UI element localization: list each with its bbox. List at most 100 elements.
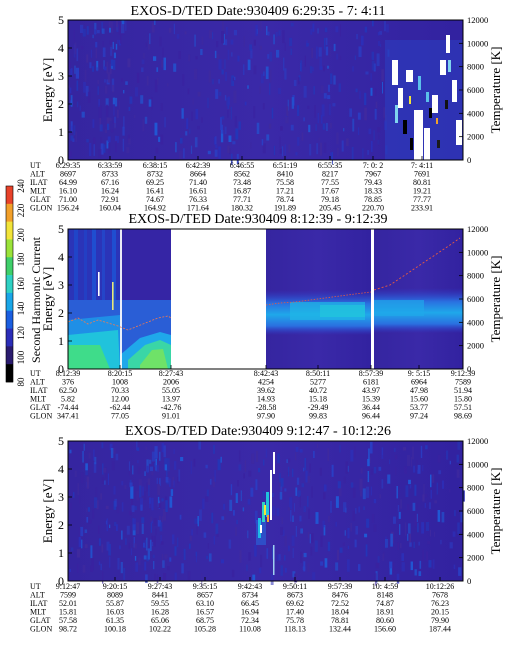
spectrum-pixel xyxy=(305,470,308,483)
orbit-value: 6:33:59 xyxy=(98,161,122,170)
spectrum-pixel xyxy=(427,541,431,545)
orbit-value: 15.60 xyxy=(410,395,428,404)
spectrum-pixel xyxy=(235,527,237,536)
spectrum-pixel xyxy=(74,65,76,74)
spectrum-pixel xyxy=(86,508,88,513)
spectrum-pixel xyxy=(267,31,270,36)
spectrum-pixel xyxy=(144,471,146,476)
y-tick-label: 1 xyxy=(58,334,64,348)
spectrum-pixel xyxy=(335,26,339,33)
spectrum-pixel xyxy=(80,45,84,50)
spectrum-pixel xyxy=(414,514,418,527)
spectrum-pixel xyxy=(143,53,145,59)
orbit-value: 97.90 xyxy=(257,412,275,421)
spectrum-pixel xyxy=(254,544,257,557)
spectrum-pixel xyxy=(402,447,406,451)
spectrum-pixel xyxy=(212,32,214,40)
y-tick-label: 0 xyxy=(58,574,64,588)
spectrum-pixel xyxy=(432,559,435,569)
spectrum-pixel xyxy=(162,560,165,568)
spectrum-pixel xyxy=(295,487,298,496)
spectrum-pixel xyxy=(143,491,147,500)
orbit-row-label: ILAT xyxy=(30,599,47,608)
spectrum-pixel xyxy=(317,28,319,34)
orbit-value: 73.48 xyxy=(233,178,251,187)
spectrum-pixel xyxy=(324,38,326,50)
spectrum-pixel xyxy=(196,523,198,535)
orbit-value: -29.49 xyxy=(308,403,329,412)
spectrum-pixel xyxy=(279,491,283,500)
spectrum-pixel xyxy=(221,31,225,44)
spectrum-pixel xyxy=(206,489,209,497)
spectrum-pixel xyxy=(425,522,430,531)
spectrum-pixel xyxy=(432,474,435,483)
spectrum-pixel xyxy=(377,32,380,36)
orbit-value: 39.62 xyxy=(257,386,275,395)
spectrum-pixel xyxy=(111,65,113,70)
spectrum-pixel xyxy=(333,75,336,85)
orbit-value: 98.69 xyxy=(454,412,472,421)
spectrum-pixel xyxy=(163,573,167,581)
spectrum-pixel xyxy=(174,461,177,470)
spectrum-pixel xyxy=(371,514,375,523)
orbit-value: 160.04 xyxy=(99,204,121,213)
spectrum-pixel xyxy=(212,476,215,488)
spectrum-pixel xyxy=(417,464,421,474)
spectrum-pixel xyxy=(195,56,198,60)
spectrum-pixel xyxy=(195,552,197,563)
spectrum-pixel xyxy=(404,466,408,474)
spectrum-pixel xyxy=(95,487,98,498)
spectrum-pixel xyxy=(330,73,333,85)
orbit-value: 15.81 xyxy=(59,608,77,617)
spectrum-pixel xyxy=(392,562,395,573)
orbit-value: 57.58 xyxy=(59,616,77,625)
spectrum-pixel xyxy=(446,450,449,460)
spectrum-pixel xyxy=(275,32,278,37)
orbit-value: 51.94 xyxy=(454,386,472,395)
orbit-value: 16.87 xyxy=(233,187,251,196)
orbit-value: -28.58 xyxy=(256,403,277,412)
spectrum-pixel xyxy=(336,549,339,561)
spectrum-pixel xyxy=(231,52,233,57)
spectrum-pixel xyxy=(410,561,413,571)
spectrum-pixel xyxy=(238,121,241,130)
spectrum-pixel xyxy=(214,136,217,145)
spectrum-pixel xyxy=(265,66,269,80)
spectrum-pixel xyxy=(123,568,126,580)
spectrum-pixel xyxy=(332,103,336,107)
spectrum-pixel xyxy=(112,41,114,50)
spectrum-pixel xyxy=(76,101,79,108)
spectrum-pixel xyxy=(370,468,373,475)
spectrum-pixel xyxy=(247,85,249,89)
orbit-value: 76.33 xyxy=(189,195,207,204)
spectrum-pixel xyxy=(377,127,381,133)
spectrum-pixel xyxy=(105,467,107,479)
spectrum-pixel xyxy=(405,485,409,498)
orbit-value: 205.45 xyxy=(319,204,341,213)
spectrum-pixel xyxy=(330,500,332,513)
spectrum-pixel xyxy=(325,37,328,46)
spectrum-pixel xyxy=(188,54,191,62)
spectrum-pixel xyxy=(164,117,166,128)
spectrum-pixel xyxy=(167,83,169,87)
spectrum-pixel xyxy=(378,466,382,471)
spectrum-pixel xyxy=(449,542,453,549)
y2-tick-label: 2000 xyxy=(467,553,484,563)
spectrum-pixel xyxy=(271,107,274,119)
spectrum-pixel xyxy=(96,500,99,510)
spectrum-pixel xyxy=(284,144,286,155)
spectrum-pixel xyxy=(225,72,227,82)
colorbar-swatch xyxy=(6,346,13,365)
orbit-row-label: GLAT xyxy=(30,403,51,412)
spectrum-pixel xyxy=(207,97,209,109)
spectrum-pixel xyxy=(397,505,400,512)
spectrum-pixel xyxy=(405,522,407,536)
spectrum-pixel xyxy=(179,514,182,520)
spectrum-pixel xyxy=(79,496,81,504)
spectrum-pixel xyxy=(98,561,101,566)
spectrum-pixel xyxy=(318,47,322,57)
spectrum-pixel xyxy=(166,566,170,571)
spectrum-pixel xyxy=(330,152,333,159)
spectrum-pixel xyxy=(289,37,293,46)
spectrum-pixel xyxy=(116,27,118,32)
